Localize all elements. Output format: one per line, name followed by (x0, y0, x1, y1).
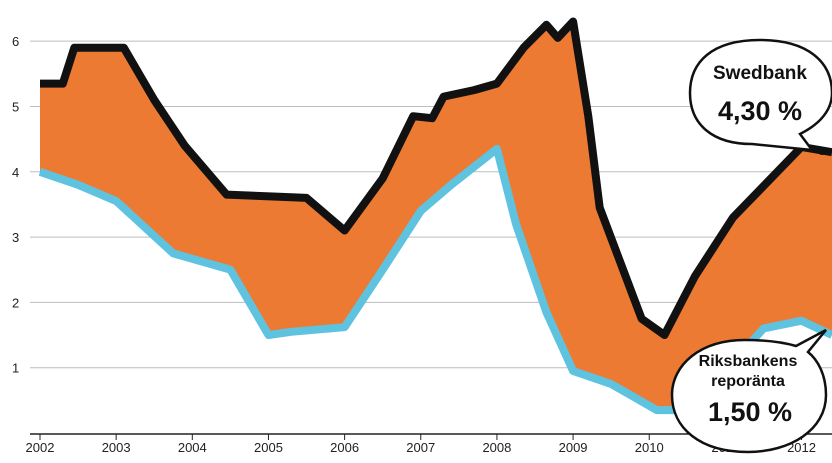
x-tick-label: 2012 (787, 440, 816, 455)
y-tick-label: 1 (12, 361, 19, 376)
y-tick-label: 5 (12, 99, 19, 114)
x-tick-label: 2007 (406, 440, 435, 455)
riksbank-callout-bubble (670, 328, 828, 454)
x-tick-label: 2009 (559, 440, 588, 455)
swedbank-callout-bubble (688, 38, 832, 152)
swedbank-end-marker (818, 147, 826, 155)
x-tick-label: 2005 (254, 440, 283, 455)
x-tick-label: 2002 (26, 440, 55, 455)
x-tick-label: 2003 (102, 440, 131, 455)
riksbank-callout-label-1: Riksbankens (699, 353, 798, 370)
y-tick-label: 6 (12, 34, 19, 49)
y-axis: 1 2 3 4 5 6 (12, 34, 19, 376)
y-tick-label: 3 (12, 230, 19, 245)
riksbank-callout-value: 1,50 % (708, 397, 792, 427)
x-tick-label: 2010 (635, 440, 664, 455)
x-tick-label: 2008 (482, 440, 511, 455)
y-tick-label: 4 (12, 165, 19, 180)
riksbank-callout: Riksbankens reporänta 1,50 % (670, 328, 828, 454)
x-tick-label: 2004 (178, 440, 207, 455)
series-line-swedbank (40, 17, 832, 339)
x-tick-label: 2006 (330, 440, 359, 455)
y-tick-label: 2 (12, 295, 19, 310)
swedbank-callout: Swedbank 4,30 % (688, 38, 832, 152)
x-axis: 2002200320042005200620072008200920102011… (26, 434, 816, 455)
spread-area (40, 21, 832, 411)
riksbank-callout-label-2: reporänta (711, 373, 785, 390)
swedbank-callout-label: Swedbank (713, 63, 807, 84)
swedbank-callout-value: 4,30 % (718, 96, 802, 126)
